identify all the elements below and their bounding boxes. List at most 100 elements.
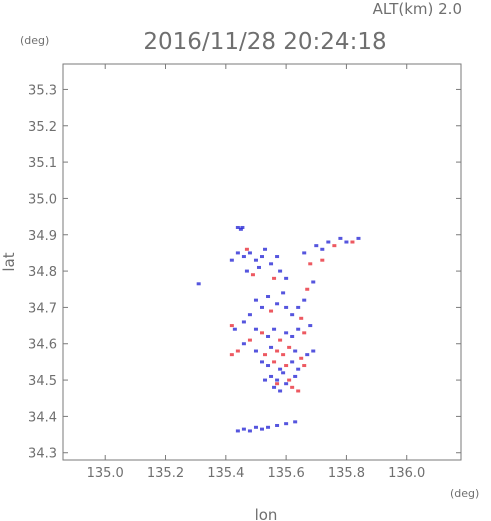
data-point [263,353,268,357]
data-point [302,364,307,368]
data-point [302,331,307,335]
data-point [344,240,349,244]
data-point [272,276,277,280]
data-point [272,360,277,364]
x-tick-label: 135.2 [147,466,184,481]
y-tick-label: 35.1 [28,156,57,171]
data-point [263,247,268,251]
data-point [250,273,255,277]
y-tick-label: 34.6 [28,338,57,353]
data-point [290,334,295,338]
data-point [241,427,246,431]
data-point [320,258,325,262]
data-point [260,305,264,309]
data-points [196,225,361,433]
data-point [247,313,252,317]
data-point [260,255,264,259]
data-point [311,280,316,284]
data-point [305,353,310,357]
data-point [338,236,343,240]
data-point [235,225,240,229]
data-point [278,269,283,273]
data-point [275,302,280,306]
data-point [196,282,201,286]
data-point [260,427,264,431]
data-point [311,349,316,353]
data-point [275,255,280,259]
x-tick-label: 136.0 [388,466,425,481]
x-tick-label: 135.8 [328,466,365,481]
data-point [229,324,234,328]
data-point [229,258,234,262]
data-point [269,345,274,349]
y-tick-label: 34.3 [28,447,57,462]
y-axis: 34.3 34.4 34.5 34.6 34.7 34.8 34.9 35.0 35.1 35.2… [28,83,461,462]
data-point [302,298,307,302]
data-point [296,367,301,371]
data-point [235,251,240,255]
data-point [269,262,274,266]
data-point [299,316,304,320]
data-point [284,305,289,309]
data-point [302,251,307,255]
data-point [240,225,245,229]
y-axis-unit: (deg) [20,34,49,47]
data-point [244,247,249,251]
y-tick-label: 35.3 [28,83,57,98]
data-point [278,389,283,393]
data-point [275,378,280,382]
data-point [293,420,298,424]
data-point [281,291,286,295]
data-point [308,324,313,328]
data-point [290,360,295,364]
x-axis-label: lon [255,506,278,521]
data-point [275,349,280,353]
data-point [266,334,271,338]
data-point [278,338,283,342]
x-tick-label: 135.0 [87,466,124,481]
data-point [284,364,289,368]
data-point [253,327,258,331]
chart-title: 2016/11/28 20:24:18 [143,29,386,55]
data-point [266,425,271,429]
data-point [247,251,252,255]
data-point [293,374,298,378]
x-tick-label: 135.6 [268,466,305,481]
data-point [284,276,289,280]
data-point [253,349,258,353]
x-axis: 135.0 135.2 135.4 135.6 135.8 136.0 [87,64,425,481]
data-point [247,338,252,342]
data-point [356,236,361,240]
data-point [241,255,246,259]
data-point [332,244,337,248]
y-axis-label: lat [0,252,18,271]
data-point [256,265,261,269]
data-point [275,382,280,386]
plot-frame [62,63,462,461]
data-point [253,258,258,262]
data-point [253,425,258,429]
data-point [290,385,295,389]
data-point [272,327,277,331]
data-point [247,429,252,433]
y-tick-label: 34.7 [28,301,57,316]
data-point [260,331,264,335]
data-point [350,240,355,244]
data-point [238,227,243,231]
data-point [235,429,240,433]
data-point [287,345,292,349]
data-point [308,262,313,266]
data-point [314,244,319,248]
data-point [284,382,289,386]
data-point [229,353,234,357]
data-point [269,309,274,313]
data-point [293,349,298,353]
data-point [299,356,304,360]
data-point [272,385,277,389]
data-point [235,349,240,353]
y-tick-label: 34.4 [28,410,57,425]
data-point [290,313,295,317]
data-point [269,374,274,378]
data-point [296,305,301,309]
